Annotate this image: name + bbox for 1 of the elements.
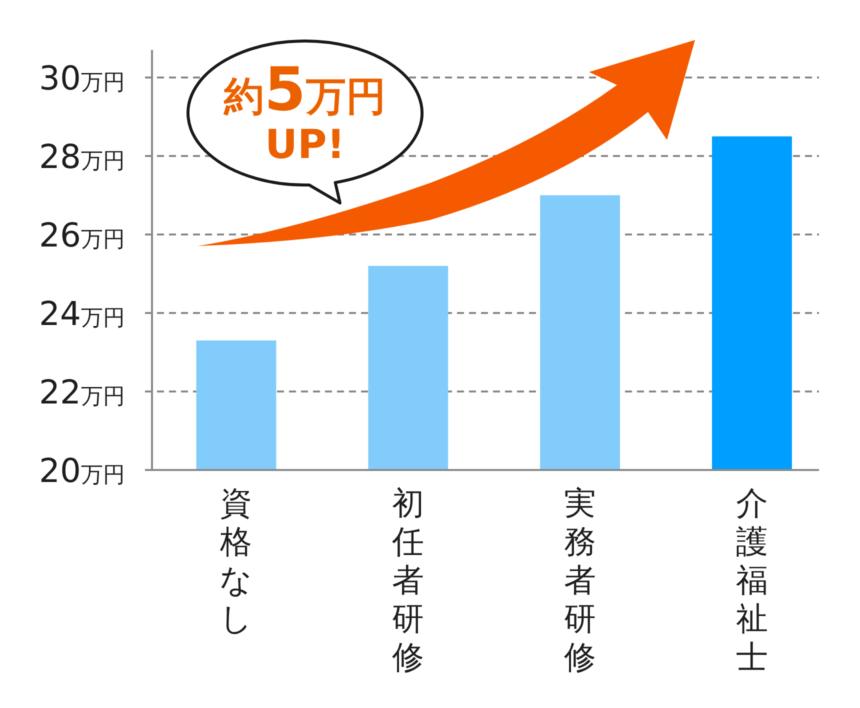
- annotation: 約5万円 UP!: [224, 55, 386, 168]
